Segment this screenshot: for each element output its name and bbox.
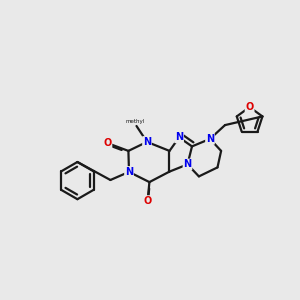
Text: N: N (183, 159, 192, 170)
Text: N: N (143, 137, 151, 147)
Text: O: O (143, 196, 152, 206)
Text: N: N (125, 167, 133, 177)
Text: N: N (175, 132, 183, 142)
Text: N: N (206, 134, 214, 144)
Text: O: O (103, 138, 112, 148)
Text: O: O (245, 102, 254, 112)
Text: methyl: methyl (125, 118, 145, 124)
